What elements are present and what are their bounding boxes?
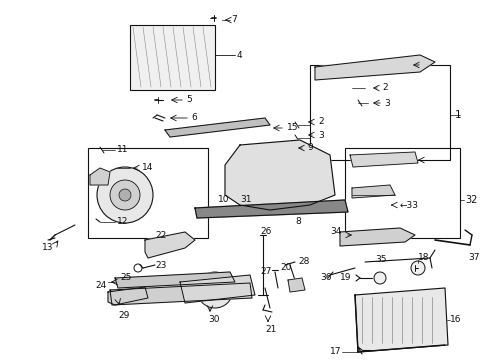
Polygon shape bbox=[224, 140, 334, 210]
Polygon shape bbox=[108, 287, 148, 305]
Polygon shape bbox=[115, 272, 235, 288]
Circle shape bbox=[110, 180, 140, 210]
Text: 34: 34 bbox=[329, 228, 341, 237]
Text: 15: 15 bbox=[286, 123, 298, 132]
Polygon shape bbox=[110, 283, 251, 305]
Polygon shape bbox=[349, 152, 417, 167]
Text: 22: 22 bbox=[155, 230, 166, 239]
Text: 30: 30 bbox=[207, 315, 219, 324]
Text: 1: 1 bbox=[454, 110, 461, 120]
Polygon shape bbox=[145, 232, 195, 258]
Text: 3: 3 bbox=[317, 130, 323, 139]
Circle shape bbox=[206, 282, 223, 298]
Text: 17: 17 bbox=[329, 347, 341, 356]
Text: 8: 8 bbox=[294, 217, 300, 226]
Text: 2: 2 bbox=[317, 117, 323, 126]
Text: 24: 24 bbox=[95, 280, 106, 289]
Text: 35: 35 bbox=[374, 256, 386, 265]
Polygon shape bbox=[287, 278, 305, 292]
Text: 7: 7 bbox=[230, 15, 236, 24]
Text: 12: 12 bbox=[117, 217, 128, 226]
Text: 20: 20 bbox=[280, 264, 291, 273]
Bar bbox=[345, 148, 459, 238]
Circle shape bbox=[119, 189, 131, 201]
Text: 3: 3 bbox=[383, 99, 389, 108]
Circle shape bbox=[97, 167, 153, 223]
Text: 5: 5 bbox=[185, 95, 191, 104]
Polygon shape bbox=[195, 200, 347, 218]
Text: 18: 18 bbox=[417, 253, 428, 262]
Text: 14: 14 bbox=[142, 163, 153, 172]
Text: 27: 27 bbox=[260, 267, 271, 276]
Bar bbox=[88, 148, 207, 238]
Polygon shape bbox=[354, 288, 447, 352]
Text: 11: 11 bbox=[117, 145, 128, 154]
Text: 29: 29 bbox=[118, 310, 129, 320]
Polygon shape bbox=[351, 185, 394, 198]
Text: 37: 37 bbox=[467, 253, 479, 262]
Text: ←33: ←33 bbox=[399, 201, 418, 210]
Polygon shape bbox=[339, 228, 414, 246]
Text: 25: 25 bbox=[120, 274, 131, 283]
Polygon shape bbox=[314, 55, 434, 80]
Polygon shape bbox=[90, 168, 110, 185]
Text: 2: 2 bbox=[381, 84, 387, 93]
Bar bbox=[309, 65, 449, 160]
Text: 6: 6 bbox=[191, 113, 196, 122]
Polygon shape bbox=[180, 275, 254, 303]
Circle shape bbox=[197, 272, 232, 308]
Text: 21: 21 bbox=[264, 325, 276, 334]
Text: 16: 16 bbox=[449, 315, 461, 324]
Bar bbox=[130, 25, 215, 90]
Circle shape bbox=[373, 272, 385, 284]
Polygon shape bbox=[164, 118, 269, 137]
Text: 10: 10 bbox=[218, 195, 229, 204]
Text: 4: 4 bbox=[237, 50, 242, 59]
Text: 13: 13 bbox=[42, 243, 53, 252]
Text: 28: 28 bbox=[297, 257, 309, 266]
Text: 19: 19 bbox=[339, 274, 351, 283]
Text: 31: 31 bbox=[240, 195, 251, 204]
Text: 23: 23 bbox=[155, 261, 166, 270]
Text: 32: 32 bbox=[464, 195, 476, 205]
Text: 9: 9 bbox=[306, 144, 312, 153]
Text: 36: 36 bbox=[319, 274, 331, 283]
Circle shape bbox=[410, 261, 424, 275]
Text: 26: 26 bbox=[260, 228, 271, 237]
